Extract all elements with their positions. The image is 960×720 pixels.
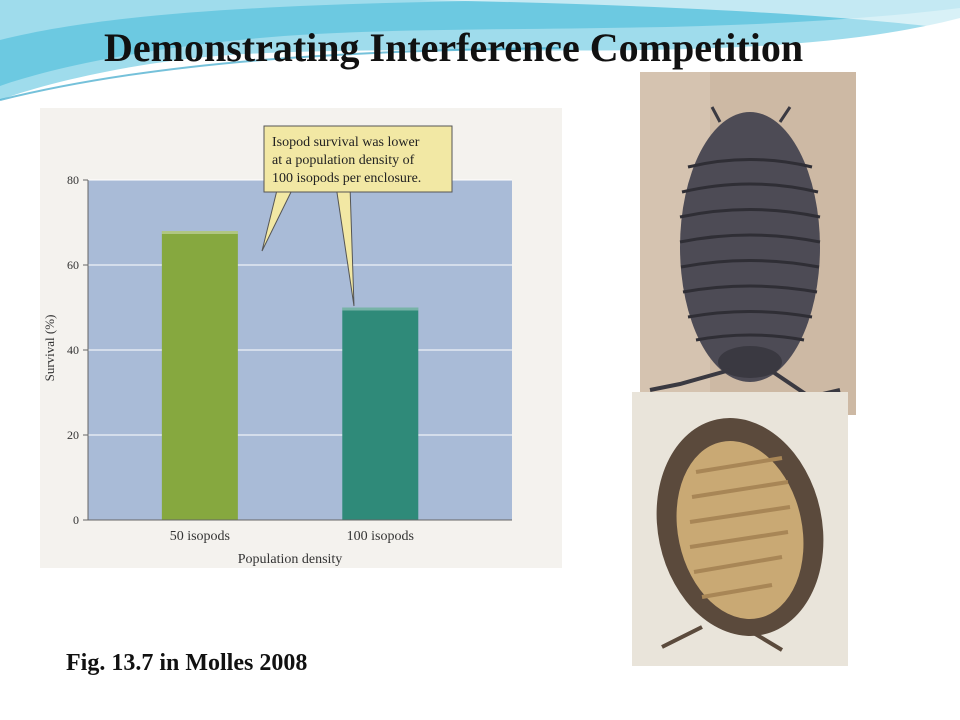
bar — [342, 307, 419, 520]
callout-line-3: 100 isopods per enclosure. — [272, 171, 421, 186]
figure-caption: Fig. 13.7 in Molles 2008 — [66, 650, 308, 676]
bar-highlight — [161, 231, 238, 234]
y-tick-label: 80 — [67, 173, 79, 187]
y-tick-label: 20 — [67, 428, 79, 442]
isopod-dorsal-photo — [640, 72, 856, 415]
y-tick-label: 40 — [67, 343, 79, 357]
y-tick-label: 60 — [67, 258, 79, 272]
survival-bar-chart: 0 20 40 60 80 50 isopods 100 isopods Populati… — [42, 125, 512, 567]
y-tick-label: 0 — [73, 513, 79, 527]
x-category-label: 50 isopods — [170, 529, 230, 544]
bar — [161, 231, 238, 520]
callout-line-1: Isopod survival was lower — [272, 135, 420, 150]
slide-title: Demonstrating Interference Competition — [104, 25, 804, 70]
y-axis-label: Survival (%) — [42, 315, 57, 382]
x-axis-label: Population density — [238, 552, 343, 567]
callout-line-2: at a population density of — [272, 153, 415, 168]
callout-box — [263, 125, 453, 193]
chart-figure: 0 20 40 60 80 50 isopods 100 isopods Populati… — [40, 108, 562, 568]
header-swoosh — [0, 0, 960, 101]
isopod-ventral-photo — [632, 392, 848, 666]
x-category-label: 100 isopods — [347, 529, 414, 544]
bar-highlight — [342, 307, 419, 311]
